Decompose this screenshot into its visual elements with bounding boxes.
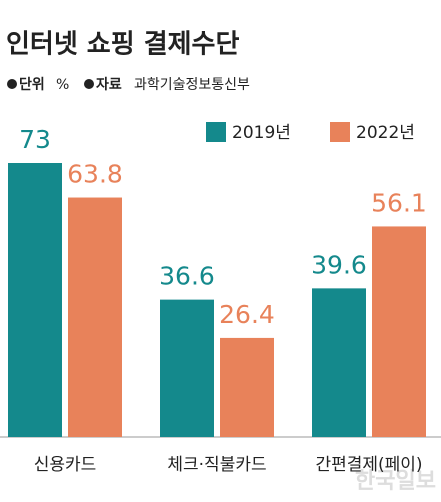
value-label: 73	[19, 125, 51, 154]
value-label: 39.6	[311, 250, 367, 279]
x-tick-label: 간편결제(페이)	[315, 455, 422, 475]
unit: %	[56, 77, 69, 93]
chart-title: 인터넷 쇼핑 결제수단	[6, 30, 239, 60]
bullet	[84, 79, 94, 89]
value-label: 26.4	[219, 300, 275, 329]
source: 과학기술정보통신부	[134, 77, 250, 93]
x-tick-label: 체크·직불카드	[167, 455, 266, 475]
legend-label: 2022년	[356, 123, 415, 143]
legend-label: 2019년	[232, 123, 291, 143]
bar	[8, 163, 62, 437]
x-tick-label: 신용카드	[34, 455, 97, 475]
bar	[160, 299, 214, 437]
value-label: 56.1	[371, 188, 427, 217]
bar	[220, 337, 274, 437]
bullet	[7, 79, 17, 89]
value-label: 63.8	[67, 160, 123, 189]
bar	[68, 197, 122, 437]
legend-swatch	[330, 122, 350, 142]
source-label: 자료	[96, 77, 122, 93]
unit-label: 단위	[19, 76, 45, 93]
value-label: 36.6	[159, 262, 215, 291]
watermark: 한국일보	[355, 469, 436, 494]
legend-swatch	[206, 122, 226, 142]
bar	[312, 288, 366, 437]
bar	[372, 226, 426, 437]
